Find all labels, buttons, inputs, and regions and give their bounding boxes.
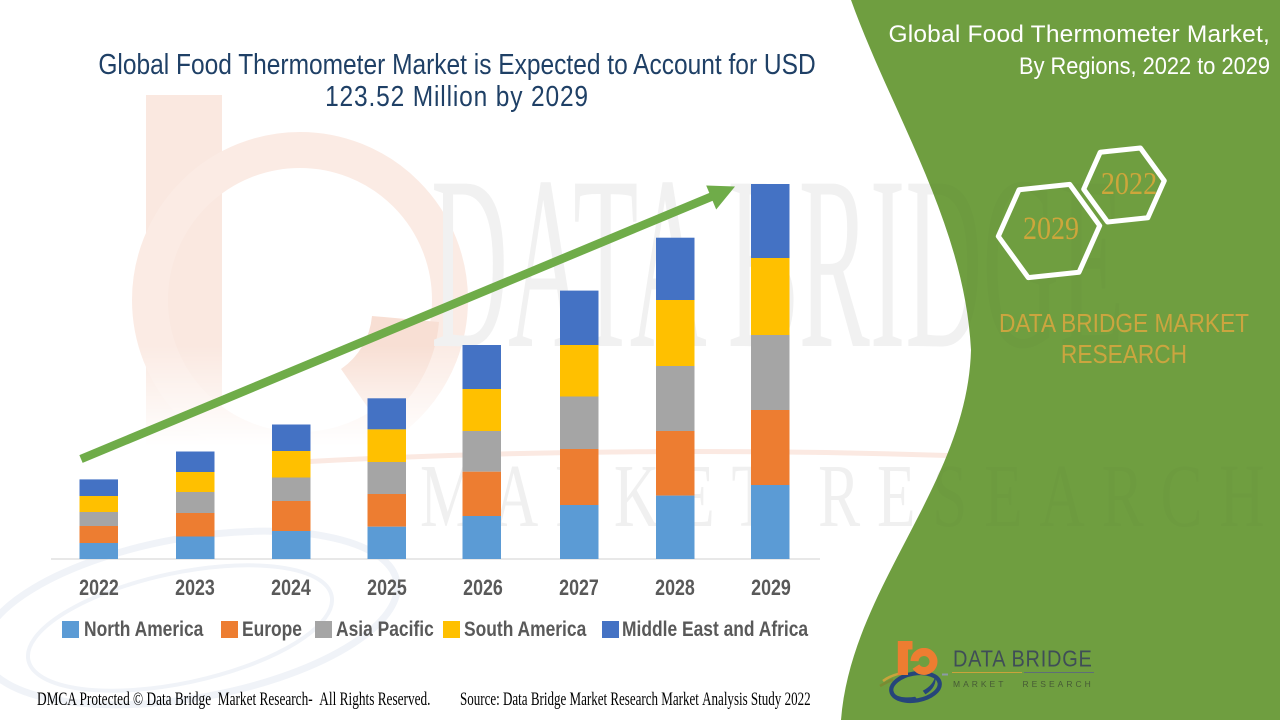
svg-text:MARKET RESEARCH: MARKET RESEARCH: [420, 446, 1280, 546]
